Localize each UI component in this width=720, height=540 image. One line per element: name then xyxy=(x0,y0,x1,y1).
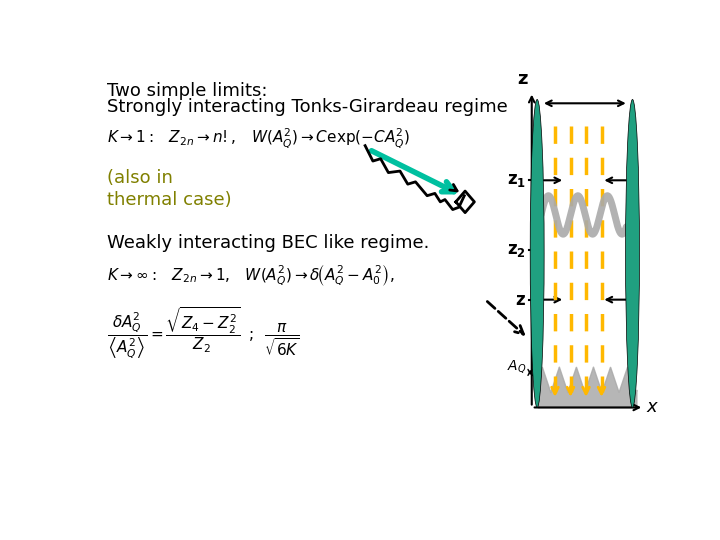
Text: $\dfrac{\delta A_Q^2}{\left\langle A_Q^2 \right\rangle} = \dfrac{\sqrt{Z_4 - Z_2: $\dfrac{\delta A_Q^2}{\left\langle A_Q^2… xyxy=(107,305,300,361)
Text: $\mathbf{z_1}$: $\mathbf{z_1}$ xyxy=(507,171,526,190)
Text: $K \rightarrow \infty:\;\;\; Z_{2n} \rightarrow 1,\;\;\; W(A_Q^2) \rightarrow \d: $K \rightarrow \infty:\;\;\; Z_{2n} \rig… xyxy=(107,262,395,288)
Text: $x$: $x$ xyxy=(647,399,660,416)
Text: $\mathbf{z_2}$: $\mathbf{z_2}$ xyxy=(508,241,526,259)
Ellipse shape xyxy=(626,99,639,408)
Text: $\mathbf{z}$: $\mathbf{z}$ xyxy=(517,70,528,88)
Text: $A_Q$: $A_Q$ xyxy=(507,358,526,375)
Text: $\mathbf{z}$: $\mathbf{z}$ xyxy=(516,291,526,309)
Text: $K \rightarrow 1:\;\;\; Z_{2n} \rightarrow n!,\;\;\; W(A_Q^2) \rightarrow C\math: $K \rightarrow 1:\;\;\; Z_{2n} \rightarr… xyxy=(107,126,410,150)
Text: (also in
thermal case): (also in thermal case) xyxy=(107,168,232,209)
Text: Two simple limits:: Two simple limits: xyxy=(107,82,268,100)
Text: Strongly interacting Tonks-Girardeau regime: Strongly interacting Tonks-Girardeau reg… xyxy=(107,98,508,116)
Text: Weakly interacting BEC like regime.: Weakly interacting BEC like regime. xyxy=(107,234,429,252)
Ellipse shape xyxy=(530,99,544,408)
